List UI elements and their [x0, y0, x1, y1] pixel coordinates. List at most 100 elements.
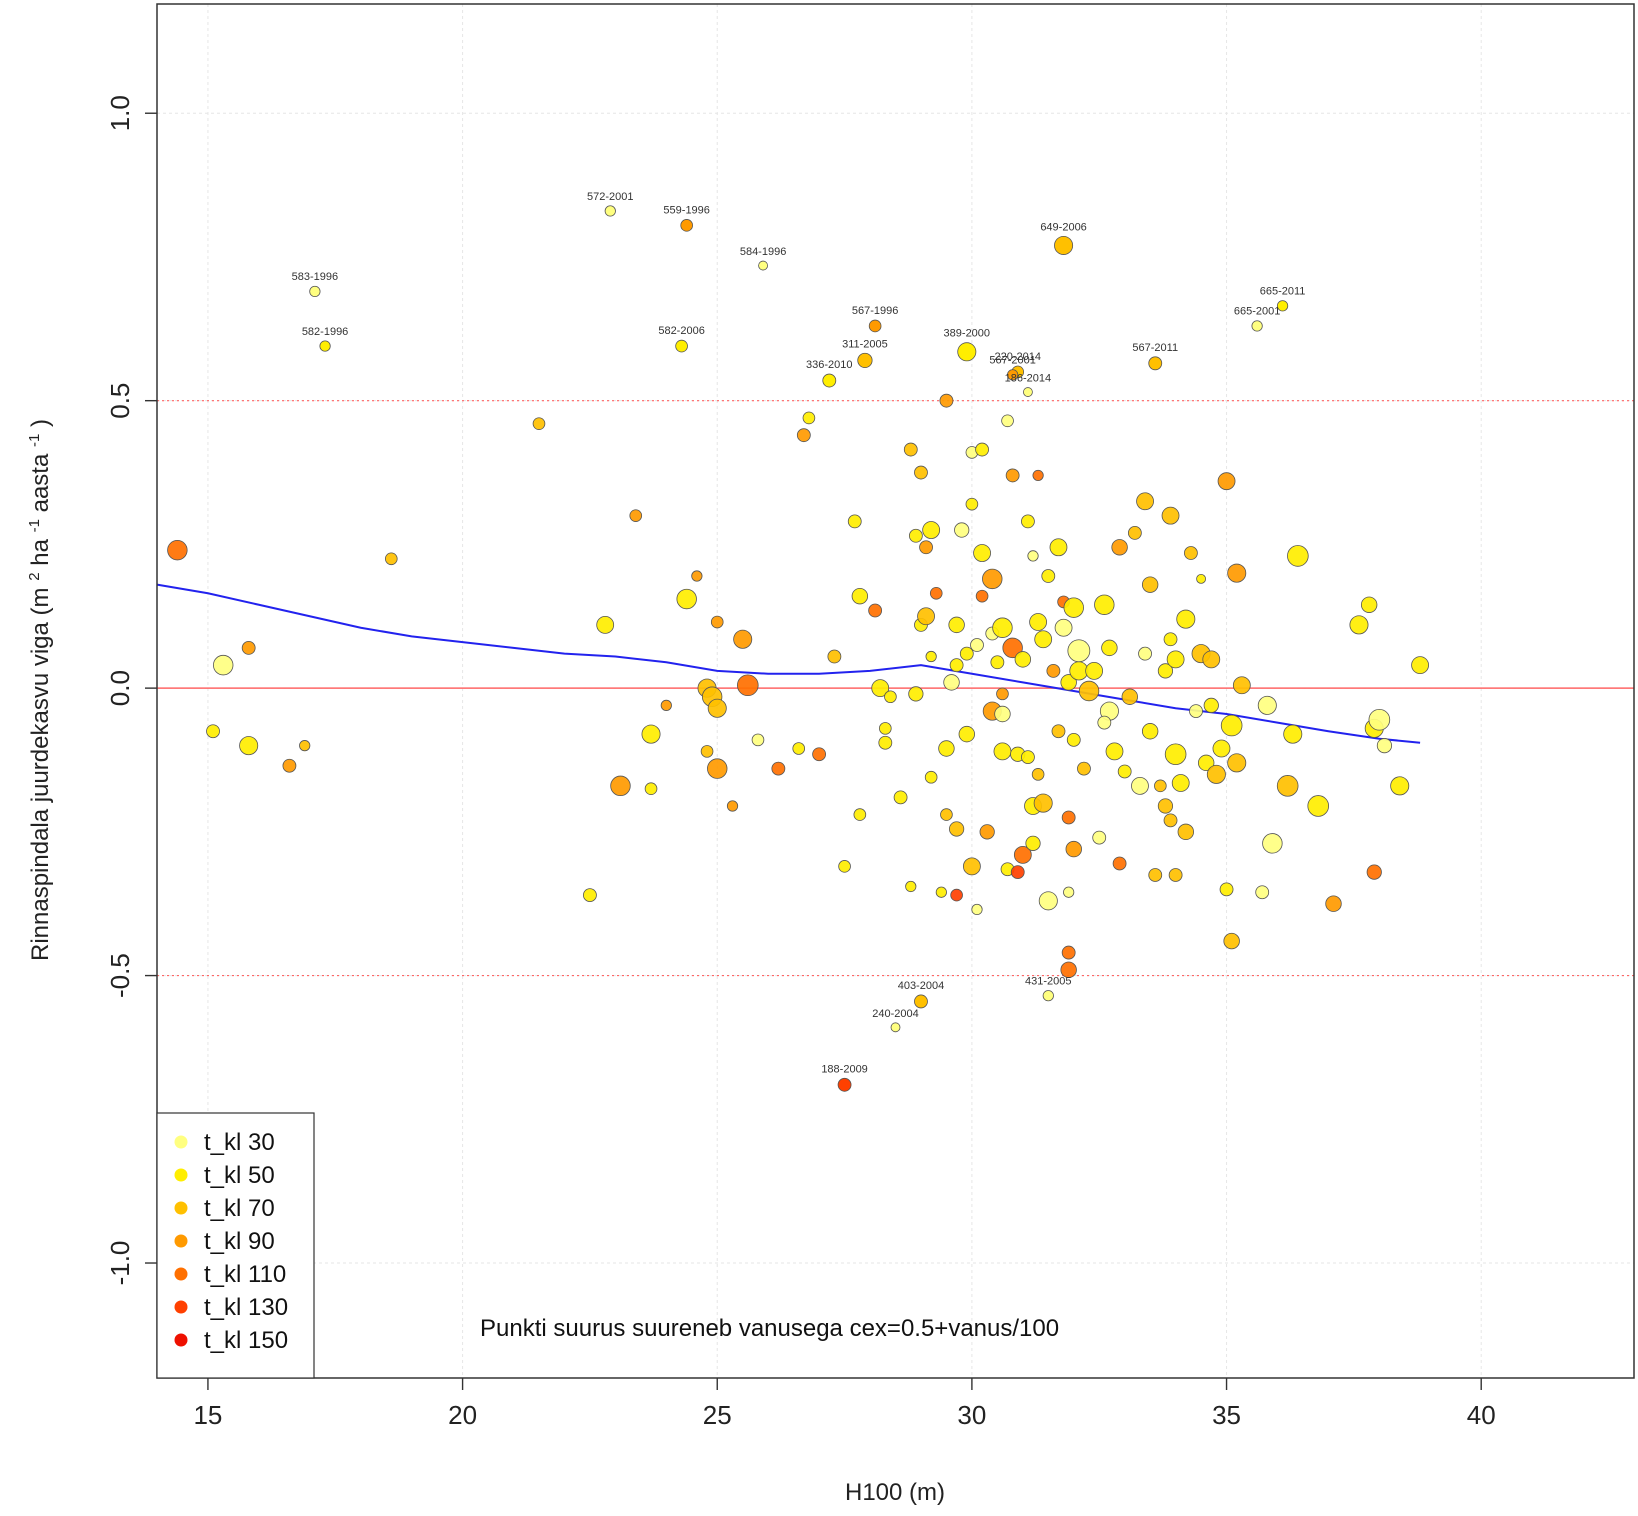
- point-label: 403-2004: [898, 980, 945, 992]
- data-point: [1061, 810, 1076, 825]
- point-label: 389-2000: [944, 328, 991, 340]
- smooth-line-layer: [156, 583, 1421, 744]
- point-label: 584-1996: [740, 246, 787, 258]
- labeled-data-point: [868, 319, 882, 333]
- data-point: [1360, 596, 1378, 613]
- point-label: 665-2011: [1260, 286, 1306, 298]
- data-point: [992, 617, 1013, 638]
- data-point: [949, 821, 965, 837]
- data-point: [1060, 961, 1077, 979]
- legend-label: t_kl 50: [204, 1162, 275, 1189]
- labeled-data-point: [822, 373, 837, 388]
- data-point: [707, 698, 727, 718]
- data-point: [1177, 823, 1195, 841]
- data-point: [970, 638, 984, 652]
- data-point: [1063, 597, 1084, 618]
- y-tick-label: 0.5: [105, 383, 135, 419]
- data-point: [792, 742, 806, 755]
- data-point: [1051, 724, 1066, 739]
- data-point: [893, 790, 908, 805]
- data-point: [1232, 676, 1251, 695]
- data-point: [1227, 753, 1247, 773]
- data-point: [879, 722, 892, 735]
- y-tick-label: 0.0: [105, 670, 135, 706]
- data-point: [1262, 833, 1283, 854]
- x-axis-title: H100 (m): [845, 1479, 945, 1506]
- data-point: [929, 586, 943, 600]
- data-point: [1031, 768, 1045, 781]
- data-point: [1171, 774, 1190, 792]
- data-point: [660, 699, 672, 711]
- data-point: [1065, 840, 1082, 858]
- data-point: [1163, 813, 1178, 828]
- data-point: [733, 629, 753, 649]
- legend-swatch: [174, 1333, 188, 1347]
- data-point: [959, 646, 974, 661]
- smooth-line: [156, 583, 1421, 744]
- data-point: [1094, 594, 1115, 615]
- data-point: [1349, 615, 1369, 635]
- data-point: [1366, 864, 1382, 880]
- data-point: [736, 674, 759, 697]
- data-point: [884, 690, 897, 704]
- data-point: [851, 587, 869, 605]
- data-point: [1206, 764, 1226, 784]
- data-point: [1014, 651, 1032, 668]
- data-point: [993, 742, 1012, 761]
- data-point: [1046, 663, 1061, 678]
- data-point: [924, 770, 938, 784]
- data-point: [1148, 868, 1163, 882]
- data-point: [1112, 856, 1127, 871]
- data-point: [878, 735, 893, 750]
- data-point: [710, 615, 724, 629]
- data-point: [1220, 714, 1243, 737]
- point-label: 188-2009: [821, 1063, 868, 1075]
- data-point: [1166, 650, 1185, 669]
- data-point: [1025, 835, 1041, 851]
- data-point: [771, 761, 786, 776]
- point-labels-layer: 572-2001 559-1996 583-1996 584-1996 649-2006…: [292, 191, 1306, 1076]
- labeled-data-point: [1054, 235, 1074, 255]
- data-point: [948, 616, 965, 634]
- data-point: [1061, 945, 1076, 960]
- data-point: [982, 568, 1003, 590]
- data-point: [1227, 563, 1247, 583]
- data-point: [827, 649, 842, 664]
- data-point: [914, 465, 928, 480]
- data-point: [751, 733, 765, 747]
- legend-swatch: [174, 1267, 188, 1281]
- point-label: 567-2001: [989, 355, 1036, 367]
- point-label: 582-1996: [302, 326, 349, 338]
- data-point: [996, 687, 1009, 701]
- data-point: [868, 603, 883, 618]
- labeled-data-point: [857, 352, 873, 369]
- legend-label: t_kl 70: [204, 1195, 275, 1222]
- legend-swatch: [174, 1168, 188, 1182]
- data-point: [1136, 492, 1154, 511]
- data-point: [939, 393, 954, 408]
- data-point: [1196, 573, 1206, 584]
- legend-label: t_kl 30: [204, 1129, 275, 1156]
- y-tick-label: 1.0: [105, 95, 135, 131]
- data-point: [1063, 886, 1075, 898]
- point-label: 311-2005: [842, 338, 888, 350]
- data-point: [1002, 637, 1023, 659]
- data-point: [1033, 793, 1053, 813]
- point-label: 567-2011: [1132, 342, 1178, 354]
- data-point: [1203, 697, 1219, 713]
- data-point: [1032, 469, 1044, 482]
- data-point: [940, 808, 953, 821]
- labeled-data-point: [309, 285, 321, 298]
- data-point: [1085, 661, 1104, 680]
- data-point: [1010, 865, 1025, 879]
- data-point: [838, 860, 851, 873]
- legend-box: [156, 1112, 315, 1379]
- x-tick-label: 30: [957, 1400, 986, 1430]
- data-point: [1067, 639, 1091, 663]
- labeled-data-point: [1276, 300, 1289, 312]
- data-point: [802, 411, 816, 425]
- labeled-data-point: [837, 1077, 852, 1092]
- x-tick-label: 40: [1467, 1400, 1496, 1430]
- data-point: [1197, 754, 1215, 772]
